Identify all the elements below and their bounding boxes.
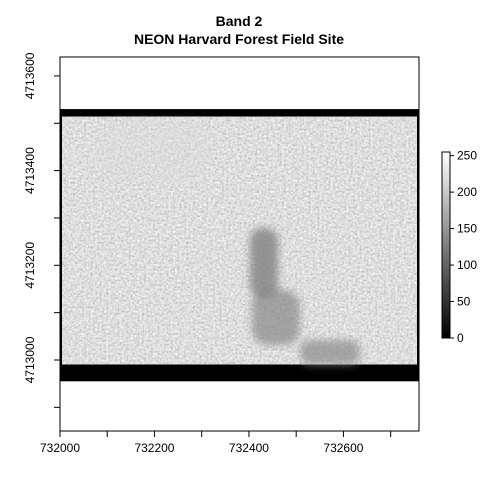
- raster-plot: [59, 56, 420, 432]
- colorbar-tick-label: 100: [457, 258, 477, 272]
- plot-frame: [59, 56, 420, 432]
- y-axis: 4713000 4713200 4713400 4713600: [23, 52, 60, 408]
- y-tick-label: 4713400: [23, 147, 37, 194]
- chart-subtitle: NEON Harvard Forest Field Site: [134, 31, 344, 47]
- x-tick-label: 732600: [323, 441, 363, 455]
- colorbar-tick-label: 250: [457, 149, 477, 163]
- y-tick-label: 4713200: [23, 242, 37, 289]
- x-tick-label: 732200: [134, 441, 174, 455]
- colorbar-tick-label: 50: [457, 295, 471, 309]
- colorbar-gradient: [441, 151, 451, 339]
- colorbar: 0 50 100 150 200 250: [441, 149, 477, 345]
- colorbar-tick-label: 200: [457, 185, 477, 199]
- y-tick-label: 4713600: [23, 52, 37, 99]
- x-tick-label: 732000: [40, 441, 80, 455]
- colorbar-tick-label: 150: [457, 222, 477, 236]
- chart-title: Band 2: [216, 13, 263, 29]
- x-tick-label: 732400: [229, 441, 269, 455]
- y-tick-label: 4713000: [23, 336, 37, 383]
- colorbar-tick-label: 0: [457, 331, 464, 345]
- x-axis: 732000 732200 732400 732600: [40, 431, 392, 455]
- raster-dark-region: [100, 120, 360, 365]
